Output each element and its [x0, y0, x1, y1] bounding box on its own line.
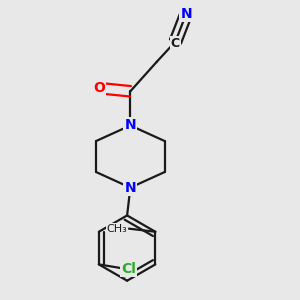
Text: N: N	[124, 118, 136, 133]
Text: N: N	[124, 181, 136, 195]
Text: CH₃: CH₃	[106, 224, 127, 234]
Text: Cl: Cl	[121, 262, 136, 276]
Text: O: O	[93, 81, 105, 95]
Text: C: C	[171, 37, 180, 50]
Text: N: N	[181, 7, 192, 21]
